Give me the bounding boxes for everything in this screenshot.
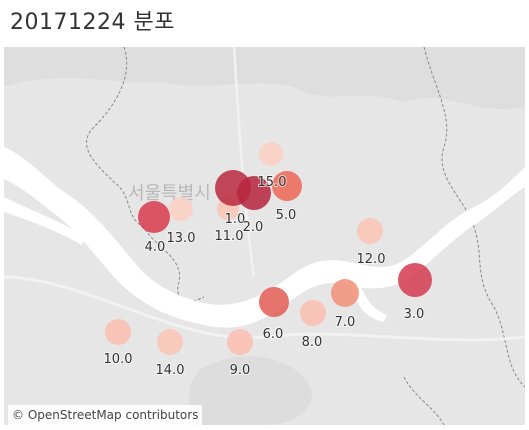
map-marker-label: 13.0 (167, 231, 196, 246)
map-marker-label: 5.0 (276, 208, 297, 223)
map-marker-15-0[interactable] (259, 142, 283, 166)
map-markers[interactable]: 1.02.0 3.0 4.0 5.0 6.0 7.0 8.0 9.0 10.0 11.0 12.0 1… (103, 142, 432, 379)
map-mountain-area (188, 356, 312, 425)
map-marker-label: 6.0 (263, 327, 284, 342)
map-marker-label: 12.0 (357, 252, 386, 267)
map-road (232, 47, 256, 278)
map-marker-13-0[interactable] (169, 197, 193, 221)
map-marker-6-0[interactable] (259, 287, 289, 317)
page-title: 20171224 분포 (10, 10, 175, 35)
map-mountain-area (4, 47, 525, 110)
map-view[interactable]: 서울특별시 1.0 2.0 3.0 4.0 5.0 6.0 7.0 8.0 9.0 10.0 11.… (4, 47, 525, 425)
map-marker-label: 7.0 (335, 315, 356, 330)
map-city-label: 서울특별시 (128, 183, 211, 204)
map-marker-10-0[interactable] (105, 319, 131, 345)
map-river (4, 147, 525, 328)
map-boundary (403, 376, 445, 425)
map-road (4, 275, 525, 342)
map-marker-12-0[interactable] (357, 218, 383, 244)
map-marker-1-0[interactable] (215, 170, 251, 206)
map-boundary (86, 47, 205, 302)
map-marker-7-0[interactable] (331, 279, 359, 307)
map-marker-label: 3.0 (404, 307, 425, 322)
map-attribution[interactable]: © OpenStreetMap contributors (8, 405, 203, 425)
map-marker-3-0[interactable] (398, 263, 432, 297)
map-marker-14-0[interactable] (157, 329, 183, 355)
map-marker-label: 8.0 (302, 335, 323, 350)
map-marker-label: 14.0 (156, 363, 185, 378)
map-marker-label: 10.0 (104, 352, 133, 367)
map-marker-9-0[interactable] (227, 329, 253, 355)
map-marker-label: 11.0 (215, 229, 244, 244)
map-marker-label: 2.0 (243, 220, 264, 235)
map-marker-label: 4.0 (145, 240, 166, 255)
map-marker-label: 9.0 (230, 363, 251, 378)
map-canvas[interactable]: 서울특별시 1.02.0 3.0 4.0 5.0 6.0 7.0 8.0 9.0 10.0 11.… (4, 47, 525, 425)
map-boundary (423, 47, 525, 388)
map-marker-5-0[interactable] (272, 171, 302, 201)
map-marker-label: 1.0 (225, 212, 246, 227)
map-stream (4, 197, 84, 245)
map-marker-8-0[interactable] (300, 300, 326, 326)
map-marker-4-0[interactable] (138, 201, 170, 233)
map-marker-label: 15.0 (258, 175, 287, 190)
